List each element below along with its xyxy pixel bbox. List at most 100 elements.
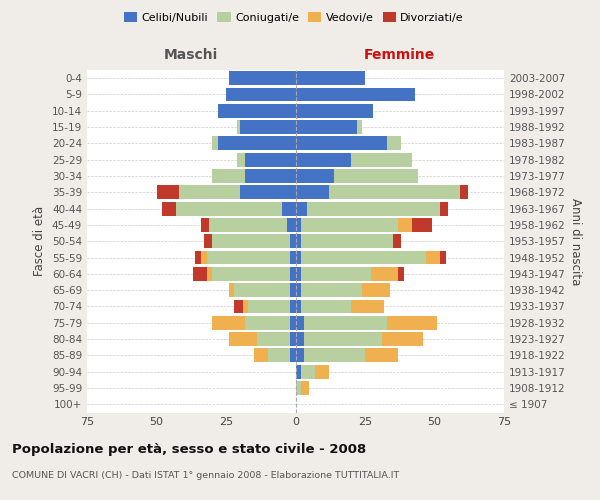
Bar <box>307 202 440 215</box>
Bar <box>204 234 212 248</box>
Bar <box>351 153 412 166</box>
Bar <box>362 283 390 297</box>
Bar <box>296 365 301 378</box>
Bar <box>301 283 362 297</box>
Legend: Celibi/Nubili, Coniugati/e, Vedovi/e, Divorziati/e: Celibi/Nubili, Coniugati/e, Vedovi/e, Di… <box>119 8 469 28</box>
Text: Popolazione per età, sesso e stato civile - 2008: Popolazione per età, sesso e stato civil… <box>12 442 366 456</box>
Bar <box>440 250 446 264</box>
Bar <box>242 300 248 314</box>
Bar <box>356 120 362 134</box>
Bar <box>193 267 206 281</box>
Bar <box>304 332 382 346</box>
Bar <box>460 186 468 200</box>
Bar <box>212 267 290 281</box>
Bar <box>296 234 301 248</box>
Bar <box>440 202 448 215</box>
Text: COMUNE DI VACRI (CH) - Dati ISTAT 1° gennaio 2008 - Elaborazione TUTTITALIA.IT: COMUNE DI VACRI (CH) - Dati ISTAT 1° gen… <box>12 471 399 480</box>
Bar <box>412 218 432 232</box>
Bar <box>301 234 393 248</box>
Bar <box>290 283 296 297</box>
Bar <box>290 332 296 346</box>
Bar <box>296 202 307 215</box>
Bar <box>290 316 296 330</box>
Bar <box>245 169 296 183</box>
Bar <box>351 300 385 314</box>
Bar <box>235 300 242 314</box>
Bar <box>226 88 296 102</box>
Bar <box>201 250 206 264</box>
Bar <box>229 71 296 85</box>
Bar <box>296 218 301 232</box>
Bar <box>315 365 329 378</box>
Bar <box>296 250 301 264</box>
Y-axis label: Anni di nascita: Anni di nascita <box>569 198 582 285</box>
Bar <box>218 136 296 150</box>
Bar <box>387 136 401 150</box>
Bar <box>301 365 315 378</box>
Bar <box>290 234 296 248</box>
Bar <box>371 267 398 281</box>
Bar <box>212 234 290 248</box>
Bar <box>296 169 334 183</box>
Bar <box>218 104 296 118</box>
Bar <box>296 71 365 85</box>
Bar <box>301 381 310 395</box>
Bar <box>296 332 304 346</box>
Text: Femmine: Femmine <box>364 48 436 62</box>
Bar <box>296 186 329 200</box>
Bar <box>301 250 426 264</box>
Bar <box>334 169 418 183</box>
Bar <box>212 316 245 330</box>
Bar <box>329 186 460 200</box>
Bar <box>212 136 218 150</box>
Bar <box>179 186 240 200</box>
Bar <box>157 186 179 200</box>
Bar <box>382 332 424 346</box>
Bar <box>240 120 296 134</box>
Bar <box>212 169 245 183</box>
Bar <box>393 234 401 248</box>
Bar <box>290 348 296 362</box>
Bar <box>245 316 290 330</box>
Bar <box>296 153 351 166</box>
Bar <box>304 316 387 330</box>
Bar <box>257 332 290 346</box>
Bar <box>229 283 235 297</box>
Bar <box>248 300 290 314</box>
Bar <box>235 283 290 297</box>
Bar <box>296 316 304 330</box>
Bar <box>296 104 373 118</box>
Bar <box>296 120 356 134</box>
Bar <box>206 267 212 281</box>
Bar <box>304 348 365 362</box>
Bar <box>296 348 304 362</box>
Bar <box>229 332 257 346</box>
Bar <box>301 300 351 314</box>
Bar <box>296 300 301 314</box>
Bar <box>209 218 287 232</box>
Bar <box>296 136 387 150</box>
Bar <box>296 381 301 395</box>
Bar <box>240 186 296 200</box>
Bar <box>237 153 245 166</box>
Bar <box>206 250 290 264</box>
Bar <box>176 202 281 215</box>
Bar <box>365 348 398 362</box>
Bar <box>301 267 371 281</box>
Bar <box>301 218 398 232</box>
Bar <box>196 250 201 264</box>
Bar <box>296 88 415 102</box>
Bar <box>287 218 296 232</box>
Bar <box>245 153 296 166</box>
Bar <box>201 218 209 232</box>
Bar <box>237 120 240 134</box>
Bar <box>296 283 301 297</box>
Bar <box>398 267 404 281</box>
Bar <box>398 218 412 232</box>
Bar <box>290 300 296 314</box>
Bar <box>296 267 301 281</box>
Bar <box>290 267 296 281</box>
Bar <box>281 202 296 215</box>
Bar <box>290 250 296 264</box>
Bar <box>387 316 437 330</box>
